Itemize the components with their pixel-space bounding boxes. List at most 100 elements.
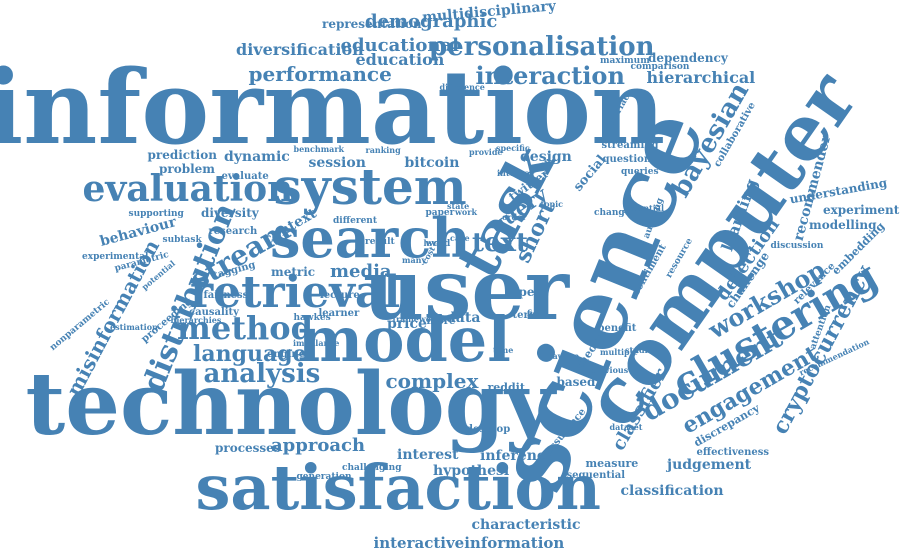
cloud-word: estimation <box>110 322 158 332</box>
cloud-word: system <box>273 157 467 216</box>
cloud-word: metric <box>271 265 316 279</box>
cloud-word: word <box>425 238 451 249</box>
cloud-word: queries <box>621 166 659 177</box>
cloud-word: multiple <box>600 347 638 357</box>
cloud-word: ranking <box>365 145 401 155</box>
cloud-word: discussion <box>770 240 824 251</box>
cloud-word: open <box>510 285 544 299</box>
cloud-word: prediction <box>147 148 217 162</box>
cloud-word: level <box>423 238 445 248</box>
cloud-word: result <box>365 236 395 247</box>
cloud-word: internal <box>497 168 533 178</box>
cloud-word: hierarchies <box>170 315 222 325</box>
cloud-word: processes <box>215 441 281 455</box>
cloud-word: media <box>330 261 392 282</box>
cloud-word: educational <box>340 35 460 56</box>
cloud-word: approach <box>271 435 366 456</box>
cloud-word: interaction <box>475 61 625 90</box>
cloud-word: imbalance <box>293 338 340 348</box>
cloud-word: supporting <box>128 208 184 219</box>
cloud-word: more <box>426 316 456 327</box>
cloud-word: hierarchical <box>646 68 756 87</box>
cloud-word: dataset <box>609 422 643 432</box>
cloud-word: experimental <box>82 251 149 262</box>
cloud-word: comparison <box>630 61 690 72</box>
cloud-word: dependency <box>648 51 728 65</box>
cloud-word: complex <box>385 369 479 393</box>
cloud-word: learner <box>318 308 360 319</box>
cloud-word: desktop <box>466 424 511 435</box>
cloud-word: research <box>208 226 258 237</box>
cloud-word: fairness <box>203 290 249 301</box>
cloud-word: personalisation <box>429 32 655 62</box>
cloud-word: reddit <box>487 380 525 394</box>
cloud-word: inference <box>480 448 555 464</box>
cloud-word: evaluate <box>221 171 269 182</box>
cloud-word: state <box>447 201 470 211</box>
cloud-word: dynamic <box>224 149 290 165</box>
cloud-word: benchmark <box>293 144 345 154</box>
cloud-word: term <box>512 310 540 321</box>
cloud-word: paper <box>425 207 455 218</box>
cloud-word: potential <box>623 203 665 213</box>
cloud-word: causality <box>189 307 239 318</box>
cloud-word: generation <box>296 471 352 482</box>
cloud-word: technology <box>25 354 555 455</box>
cloud-word: data <box>446 310 481 326</box>
cloud-word: question <box>602 154 652 165</box>
cloud-word: information <box>0 48 666 168</box>
cloud-word: satisfaction <box>195 451 601 524</box>
cloud-word: search <box>270 206 471 270</box>
cloud-word: diversity <box>201 206 259 220</box>
cloud-word: challenging <box>342 462 402 473</box>
cloud-word: benefit <box>597 323 637 334</box>
cloud-word: classification <box>620 483 724 499</box>
cloud-word: streaming <box>601 140 659 151</box>
cloud-word: session <box>308 155 366 171</box>
cloud-word: topic <box>540 199 564 209</box>
cloud-word: change <box>594 207 631 218</box>
cloud-word: provide <box>469 147 503 157</box>
cloud-word: measure <box>585 456 639 470</box>
cloud-word: text <box>472 228 529 258</box>
cloud-word: time <box>493 345 514 355</box>
cloud-word: lecture <box>320 290 360 301</box>
cloud-word: order <box>502 212 527 222</box>
cloud-word: sequential <box>566 470 626 481</box>
cloud-word: effectiveness <box>696 447 770 458</box>
cloud-word: judgement <box>667 457 752 473</box>
cloud-word: design <box>520 149 572 165</box>
cloud-word: model <box>297 303 511 376</box>
cloud-word: frameworks <box>392 314 446 324</box>
cloud-word: diversification <box>236 40 364 59</box>
cloud-word: retrieval <box>190 267 401 318</box>
cloud-word: performance <box>248 62 392 86</box>
cloud-word: interest <box>397 447 459 463</box>
cloud-word: based <box>556 375 596 389</box>
cloud-word: representation <box>322 17 422 31</box>
cloud-word: engine <box>267 349 306 360</box>
cloud-word: experiment <box>823 203 900 217</box>
cloud-word: language <box>193 341 307 367</box>
cloud-word: characteristic <box>471 517 581 533</box>
cloud-word: demographic <box>365 11 498 32</box>
cloud-word: problem <box>159 162 215 176</box>
cloud-word: maximum <box>600 55 650 66</box>
cloud-word: analysis <box>203 359 321 389</box>
cloud-word: interactiveinformation <box>373 533 565 551</box>
cloud-word: previous <box>590 365 629 375</box>
cloud-word: specific <box>496 143 530 153</box>
cloud-word: difference <box>439 82 485 92</box>
cloud-word: evaluation <box>82 168 294 210</box>
cloud-word: bitcoin <box>404 155 460 171</box>
cloud-word: aware <box>552 351 580 361</box>
cloud-word: hypothesi <box>433 463 510 479</box>
cloud-word: subtask <box>162 234 202 245</box>
cloud-word: work <box>455 207 477 217</box>
cloud-word: different <box>333 215 377 226</box>
cloud-word: case <box>450 233 470 243</box>
cloud-word: many <box>402 255 427 265</box>
cloud-word: field <box>527 308 547 318</box>
cloud-word: studies <box>625 345 658 355</box>
